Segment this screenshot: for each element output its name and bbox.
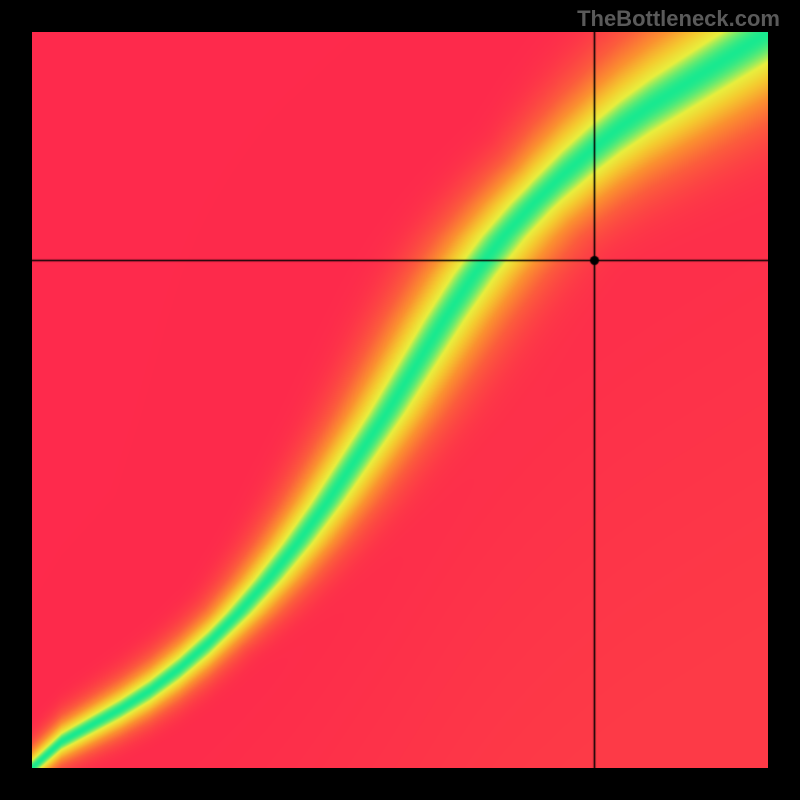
watermark-text: TheBottleneck.com bbox=[577, 6, 780, 32]
bottleneck-heatmap bbox=[32, 32, 768, 768]
